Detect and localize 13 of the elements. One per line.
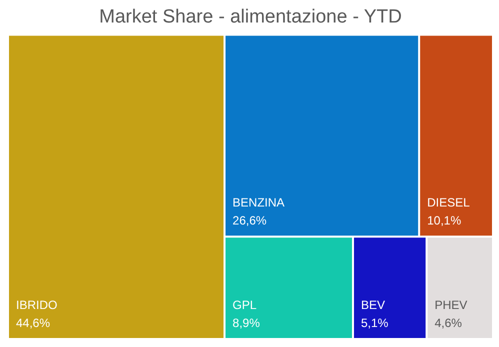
data-label: 4,6% — [434, 316, 462, 330]
data-label: 44,6% — [16, 316, 50, 330]
category-label: BEV — [360, 298, 386, 312]
data-label: 10,1% — [427, 214, 462, 228]
category-label: PHEV — [434, 298, 468, 312]
data-label: 8,9% — [232, 316, 260, 330]
category-label: GPL — [232, 298, 257, 312]
data-label: 26,6% — [232, 214, 267, 228]
category-label: BENZINA — [232, 196, 285, 210]
category-label: DIESEL — [427, 196, 470, 210]
category-label: IBRIDO — [16, 298, 58, 312]
data-label: 5,1% — [360, 316, 389, 330]
text: Market Share - alimentazione - YTD — [99, 6, 402, 28]
